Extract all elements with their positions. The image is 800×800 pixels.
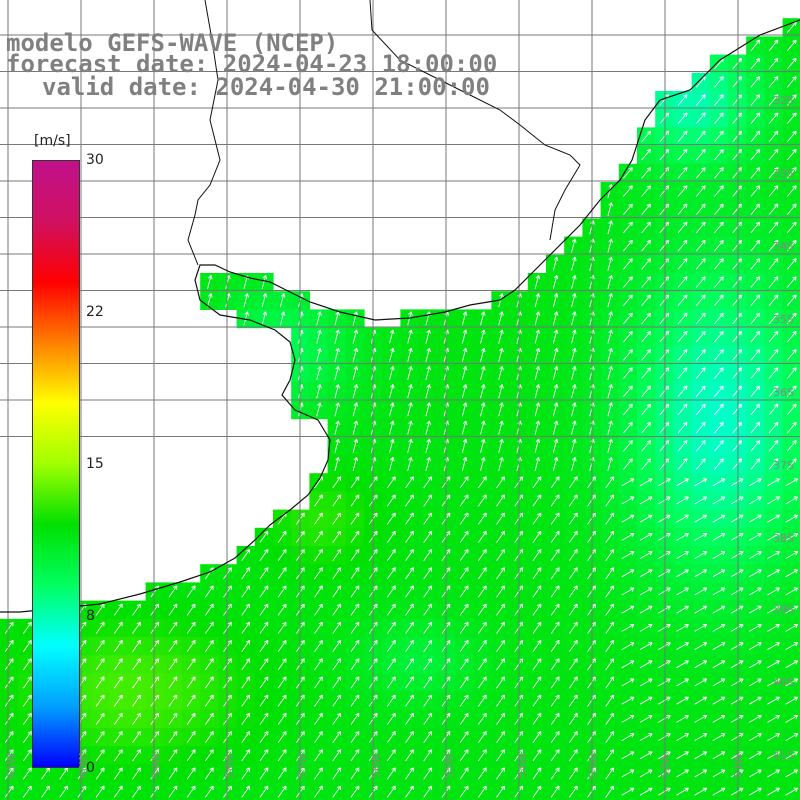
lat-label: 38S [773,532,794,545]
lat-label: 32S [773,94,794,107]
colorbar-tick: 30 [86,152,104,168]
valid-date: valid date: 2024-04-30 21:00:00 [42,75,490,99]
lon-label: 53W [587,753,600,778]
lon-label: 57W [296,753,309,778]
lat-label: 34S [773,240,794,253]
lon-label: 55W [443,753,456,778]
lon-label: 51W [732,753,745,778]
lat-label: 39S [773,603,794,616]
colorbar-tick: 22 [86,304,104,320]
lat-label: 35S [773,313,794,326]
lon-label: 58W [223,753,236,778]
lon-label: 61W [5,753,18,778]
wind-cell [783,783,800,800]
lon-label: 52W [659,753,672,778]
lon-label: 56W [370,753,383,778]
lat-label: 40S [773,676,794,689]
lat-label: 37S [773,459,794,472]
colorbar-tick: 15 [86,456,104,472]
colorbar [32,160,80,768]
lat-label: 33S [773,167,794,180]
colorbar-tick: 8 [86,608,95,624]
lon-label: 60W [77,753,90,778]
wind-speed-field [0,18,800,800]
lon-label: 59W [150,753,163,778]
lat-label: 36S [773,386,794,399]
colorbar-unit: [m/s] [34,133,71,149]
lon-label: 54W [516,753,529,778]
lat-label: 41S [773,749,794,762]
